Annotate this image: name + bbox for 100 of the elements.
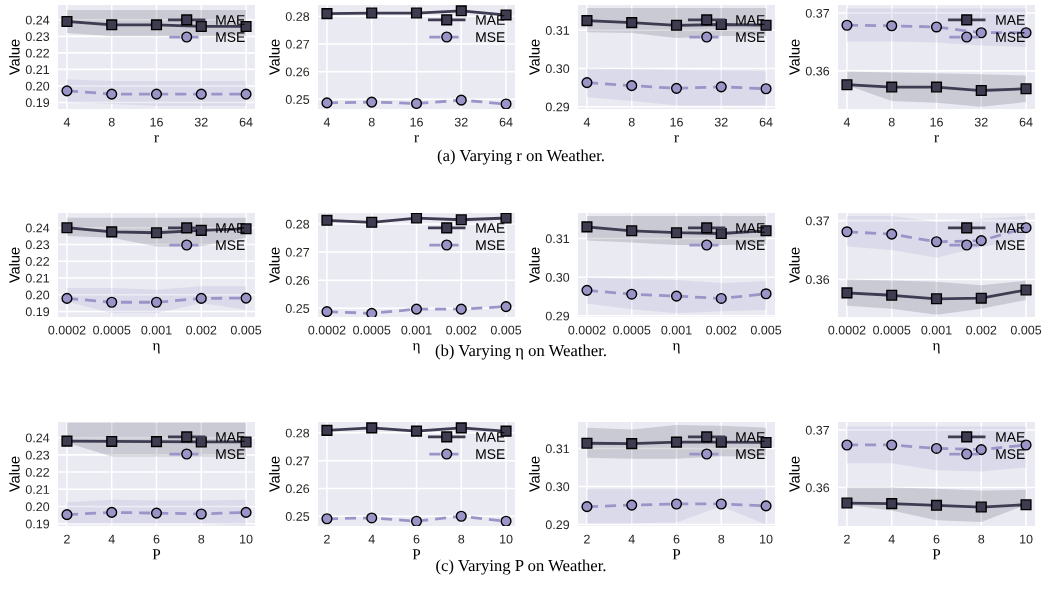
x-tick-label: 6 bbox=[153, 534, 160, 544]
point bbox=[975, 84, 987, 97]
point bbox=[195, 436, 207, 448]
y-tick-label: 0.29 bbox=[545, 102, 570, 112]
y-tick-label: 0.28 bbox=[285, 219, 310, 229]
x-tick-label: 4 bbox=[628, 534, 635, 544]
point bbox=[321, 8, 333, 20]
point bbox=[581, 501, 593, 513]
point bbox=[930, 499, 943, 511]
legend-label: MAE bbox=[216, 15, 245, 25]
y-tick-label: 0.24 bbox=[25, 433, 50, 443]
point bbox=[61, 509, 73, 521]
legend-label: MAE bbox=[476, 15, 505, 25]
point bbox=[240, 88, 252, 100]
x-tick-label: 0.002 bbox=[446, 325, 477, 335]
point bbox=[1020, 284, 1032, 296]
y-tick-label: 0.27 bbox=[285, 39, 310, 49]
legend-label: MAE bbox=[216, 432, 245, 442]
x-axis-title: P bbox=[932, 549, 941, 560]
point bbox=[61, 435, 73, 447]
legend-label: MSE bbox=[476, 449, 505, 460]
point bbox=[106, 435, 118, 448]
y-tick-label: 0.20 bbox=[25, 81, 50, 91]
text: (b) Varying η on Weather. bbox=[435, 344, 606, 360]
point bbox=[150, 19, 163, 31]
point bbox=[841, 226, 853, 238]
x-tick-label: 32 bbox=[974, 117, 988, 127]
y-tick-label: 0.30 bbox=[545, 482, 570, 492]
x-axis-title: P bbox=[672, 549, 681, 560]
point bbox=[886, 20, 898, 32]
x-tick-label: 0.005 bbox=[1010, 325, 1042, 335]
point bbox=[455, 5, 467, 17]
y-tick-label: 0.21 bbox=[25, 273, 50, 283]
point bbox=[106, 88, 118, 100]
legend-label: MSE bbox=[736, 240, 765, 251]
point bbox=[500, 213, 512, 224]
y-tick-label: 0.22 bbox=[25, 257, 50, 266]
y-tick-label: 0.22 bbox=[25, 467, 50, 477]
point bbox=[410, 425, 423, 437]
x-tick-label: 8 bbox=[198, 534, 205, 544]
y-axis-title: Value bbox=[528, 39, 540, 76]
y-tick-label: 0.36 bbox=[805, 66, 830, 76]
x-tick-label: 0.0005 bbox=[93, 325, 131, 335]
point bbox=[670, 290, 683, 302]
point bbox=[61, 15, 73, 28]
point bbox=[321, 424, 333, 436]
point bbox=[366, 422, 378, 434]
x-tick-label: 2 bbox=[844, 534, 850, 544]
point bbox=[841, 439, 853, 451]
point bbox=[1020, 499, 1032, 511]
text: (c) Varying P on Weather. bbox=[436, 559, 606, 575]
y-axis-title: Value bbox=[788, 456, 800, 493]
x-tick-label: 0.0002 bbox=[308, 325, 346, 335]
point bbox=[61, 222, 73, 234]
x-tick-label: 10 bbox=[760, 534, 773, 544]
point bbox=[930, 236, 943, 248]
x-tick-label: 0.005 bbox=[230, 325, 262, 335]
point bbox=[106, 226, 118, 238]
x-tick-label: 8 bbox=[108, 117, 115, 127]
y-tick-label: 0.31 bbox=[545, 26, 570, 35]
point bbox=[581, 437, 593, 449]
point bbox=[500, 301, 512, 313]
y-tick-label: 0.23 bbox=[25, 450, 50, 460]
point bbox=[715, 436, 727, 448]
x-tick-label: 64 bbox=[759, 117, 773, 127]
y-tick-label: 0.21 bbox=[25, 485, 50, 494]
x-tick-label: 2 bbox=[64, 534, 70, 544]
x-axis-title: P bbox=[412, 549, 421, 560]
legend-label: MAE bbox=[736, 15, 765, 25]
point bbox=[106, 506, 118, 518]
point bbox=[150, 227, 163, 239]
x-tick-label: 8 bbox=[718, 534, 725, 544]
x-tick-label: 0.0002 bbox=[568, 325, 606, 335]
x-tick-label: 4 bbox=[108, 534, 115, 544]
point bbox=[930, 442, 943, 454]
point bbox=[975, 292, 987, 304]
point bbox=[715, 81, 727, 93]
y-tick-label: 0.25 bbox=[285, 512, 310, 521]
point bbox=[455, 94, 467, 106]
point bbox=[366, 96, 378, 108]
y-tick-label: 0.28 bbox=[285, 12, 310, 21]
y-tick-label: 0.25 bbox=[285, 95, 310, 104]
x-tick-label: 0.002 bbox=[186, 325, 217, 335]
point bbox=[410, 97, 423, 109]
legend-label: MSE bbox=[216, 449, 245, 460]
point bbox=[455, 303, 467, 315]
point bbox=[930, 21, 943, 33]
y-tick-label: 0.19 bbox=[25, 519, 50, 529]
y-tick-label: 0.23 bbox=[25, 240, 50, 250]
x-tick-label: 8 bbox=[628, 117, 635, 127]
y-tick-label: 0.19 bbox=[25, 307, 50, 317]
point bbox=[670, 436, 683, 448]
point bbox=[410, 515, 423, 526]
point bbox=[670, 19, 683, 31]
y-tick-label: 0.29 bbox=[545, 520, 570, 530]
point bbox=[410, 213, 423, 224]
point bbox=[626, 438, 638, 450]
y-tick-label: 0.37 bbox=[805, 8, 830, 18]
y-axis-title: Value bbox=[8, 456, 20, 493]
point bbox=[321, 513, 333, 525]
